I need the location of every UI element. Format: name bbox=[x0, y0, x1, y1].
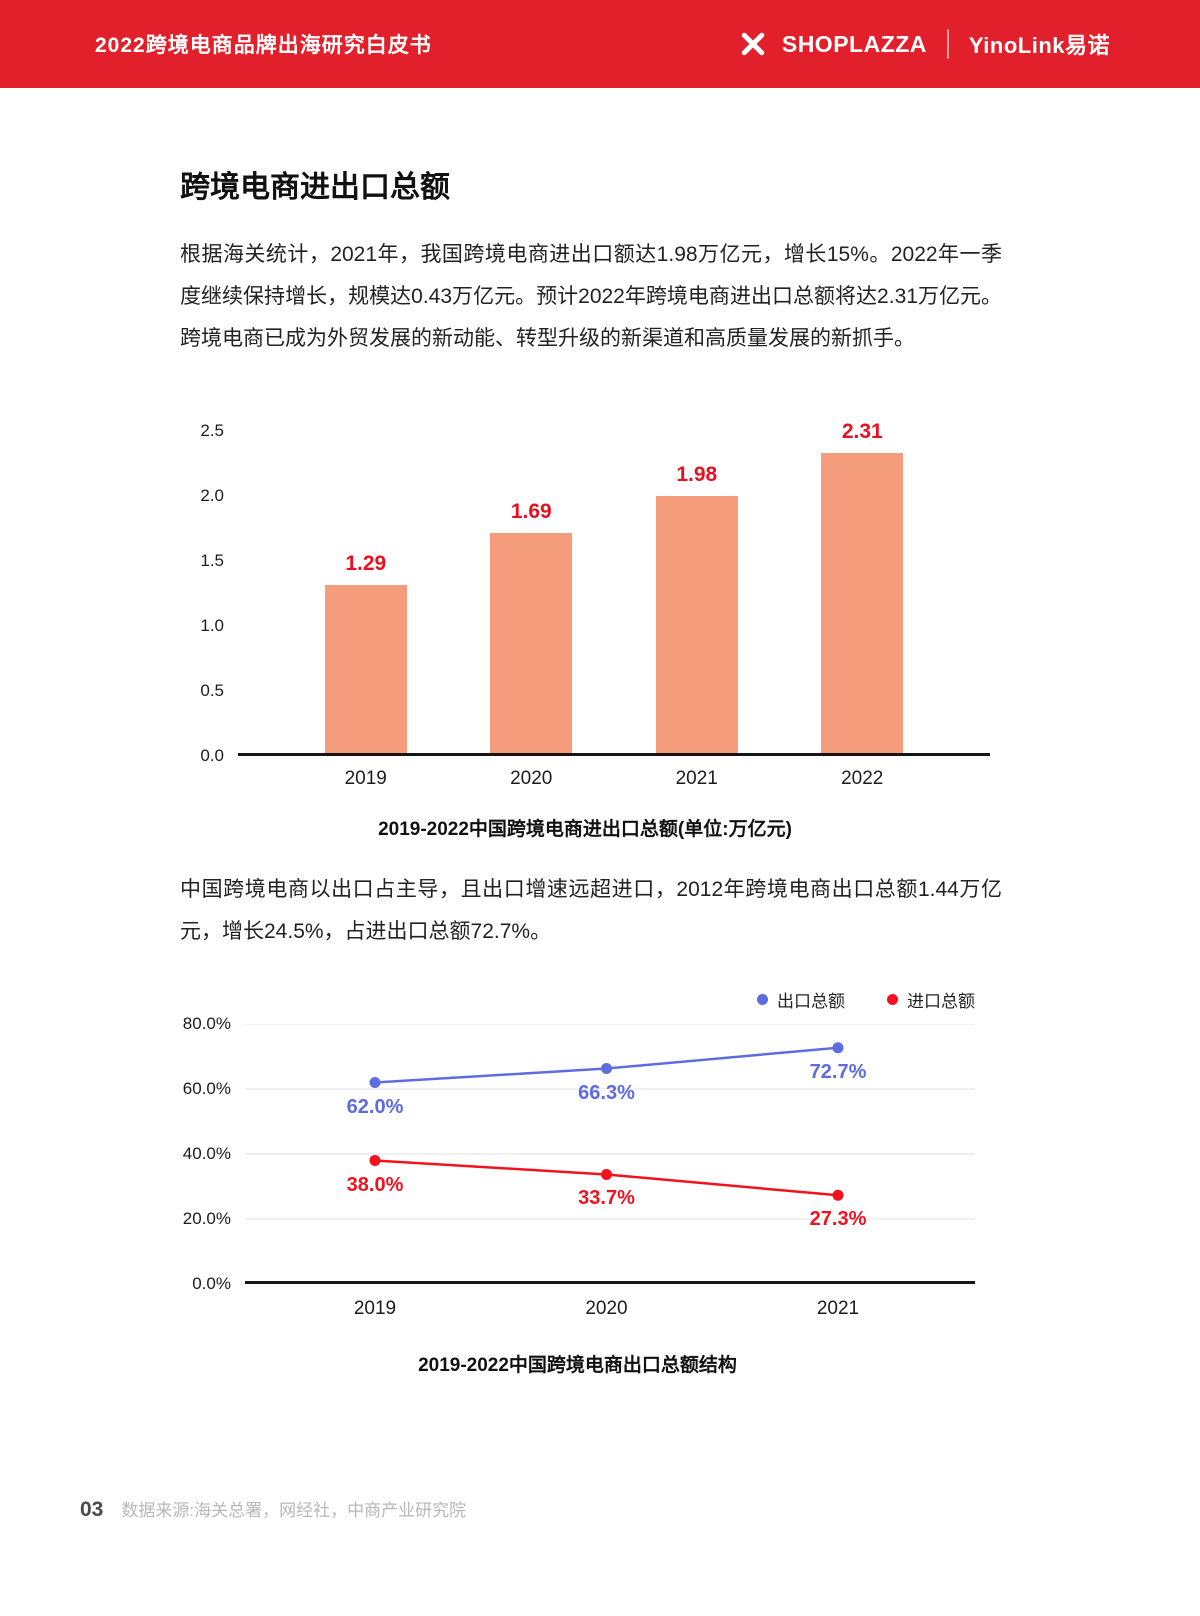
legend-label: 出口总额 bbox=[777, 992, 845, 1011]
bar-x-axis-label: 2020 bbox=[510, 768, 553, 789]
bar-y-axis-tick: 1.0 bbox=[200, 616, 224, 635]
shoplazza-logo-icon bbox=[738, 29, 768, 59]
bar-value-label: 1.29 bbox=[345, 552, 387, 576]
bar-value-label: 2.31 bbox=[841, 419, 883, 443]
page-number: 03 bbox=[80, 1498, 104, 1521]
legend-dot-icon bbox=[887, 994, 898, 1005]
line-chart-legend: 出口总额 进口总额 bbox=[180, 987, 975, 1012]
bar-x-axis-label: 2022 bbox=[841, 768, 884, 789]
data-point-label: 33.7% bbox=[578, 1187, 635, 1210]
report-title: 2022跨境电商品牌出海研究白皮书 bbox=[95, 34, 432, 57]
bar-x-axis-label: 2019 bbox=[344, 768, 387, 789]
bar-2022 bbox=[821, 452, 904, 753]
bar-plot-area: 1.29 1.69 1.98 2.31 bbox=[238, 386, 990, 756]
shoplazza-logo-text: SHOPLAZZA bbox=[781, 30, 927, 57]
bar-chart-caption: 2019-2022中国跨境电商进出口总额(单位:万亿元) bbox=[378, 819, 792, 840]
bar-y-axis-tick: 1.5 bbox=[200, 551, 224, 570]
footer: 03 数据来源:海关总署，网经社，中商产业研究院 bbox=[80, 1496, 466, 1522]
bar-2021 bbox=[655, 495, 738, 753]
data-point-label: 72.7% bbox=[809, 1060, 867, 1083]
line-plot-area: 62.0% 66.3% 72.7% 38.0% 33.7% 27.3% bbox=[245, 1024, 975, 1284]
bar-column-2022: 2.31 bbox=[780, 420, 946, 753]
bar-y-axis-tick: 2.5 bbox=[200, 421, 224, 440]
logo-divider bbox=[946, 29, 949, 59]
intro-paragraph: 根据海关统计，2021年，我国跨境电商进出口额达1.98万亿元，增长15%。20… bbox=[180, 243, 1002, 350]
line-y-axis-tick: 80.0% bbox=[182, 1014, 231, 1033]
bar-2020 bbox=[490, 533, 573, 753]
legend-label: 进口总额 bbox=[907, 992, 975, 1011]
line-x-axis-label: 2021 bbox=[816, 1298, 860, 1319]
data-source: 数据来源:海关总署，网经社，中商产业研究院 bbox=[121, 1501, 467, 1520]
bar-y-axis-tick: 2.0 bbox=[200, 486, 224, 505]
line-x-axis-label: 2020 bbox=[585, 1298, 628, 1319]
second-paragraph: 中国跨境电商以出口占主导，且出口增速远超进口，2012年跨境电商出口总额1.44… bbox=[180, 878, 1002, 943]
line-chart: 80.0% 60.0% 40.0% 20.0% 0.0% 62.0% 66.3% 72.7% 3… bbox=[180, 1014, 1200, 1330]
line-chart-caption: 2019-2022中国跨境电商出口总额结构 bbox=[418, 1355, 737, 1376]
bar-x-axis-label: 2021 bbox=[675, 768, 718, 789]
bar-y-axis-tick: 0.0 bbox=[200, 746, 224, 765]
line-y-axis-tick: 60.0% bbox=[182, 1079, 231, 1098]
bar-chart: 2.5 2.0 1.5 1.0 0.5 0.0 1.29 1.69 1.98 2.31 2019 20… bbox=[180, 386, 1200, 790]
line-x-axis-label: 2019 bbox=[353, 1298, 397, 1319]
bar-value-label: 1.69 bbox=[510, 500, 552, 524]
data-point-label: 38.0% bbox=[346, 1173, 404, 1196]
legend-dot-icon bbox=[757, 994, 768, 1005]
bar-column-2019: 1.29 bbox=[283, 552, 449, 753]
line-y-axis-tick: 0.0% bbox=[192, 1274, 231, 1293]
legend-item: 进口总额 bbox=[887, 987, 975, 1012]
brand-logos: SHOPLAZZA YinoLink易诺 bbox=[738, 28, 1110, 60]
bar-column-2021: 1.98 bbox=[614, 463, 780, 753]
content: 跨境电商进出口总额 根据海关统计，2021年，我国跨境电商进出口额达1.98万亿… bbox=[0, 162, 1200, 1377]
bar-value-label: 1.98 bbox=[676, 462, 718, 486]
line-y-axis-tick: 20.0% bbox=[182, 1209, 231, 1228]
data-point-label: 66.3% bbox=[578, 1081, 635, 1104]
section-title: 跨境电商进出口总额 bbox=[180, 171, 450, 204]
line-y-axis-tick: 40.0% bbox=[182, 1144, 231, 1163]
data-point-label: 62.0% bbox=[346, 1095, 404, 1118]
bar-y-axis-tick: 0.5 bbox=[200, 681, 224, 700]
data-point-label: 27.3% bbox=[809, 1208, 867, 1231]
bar-2019 bbox=[324, 585, 407, 753]
legend-item: 出口总额 bbox=[757, 987, 845, 1012]
yinolink-logo-text: YinoLink易诺 bbox=[968, 33, 1110, 58]
bar-column-2020: 1.69 bbox=[449, 500, 615, 753]
header: 2022跨境电商品牌出海研究白皮书 SHOPLAZZA YinoLink易诺 bbox=[0, 0, 1200, 88]
